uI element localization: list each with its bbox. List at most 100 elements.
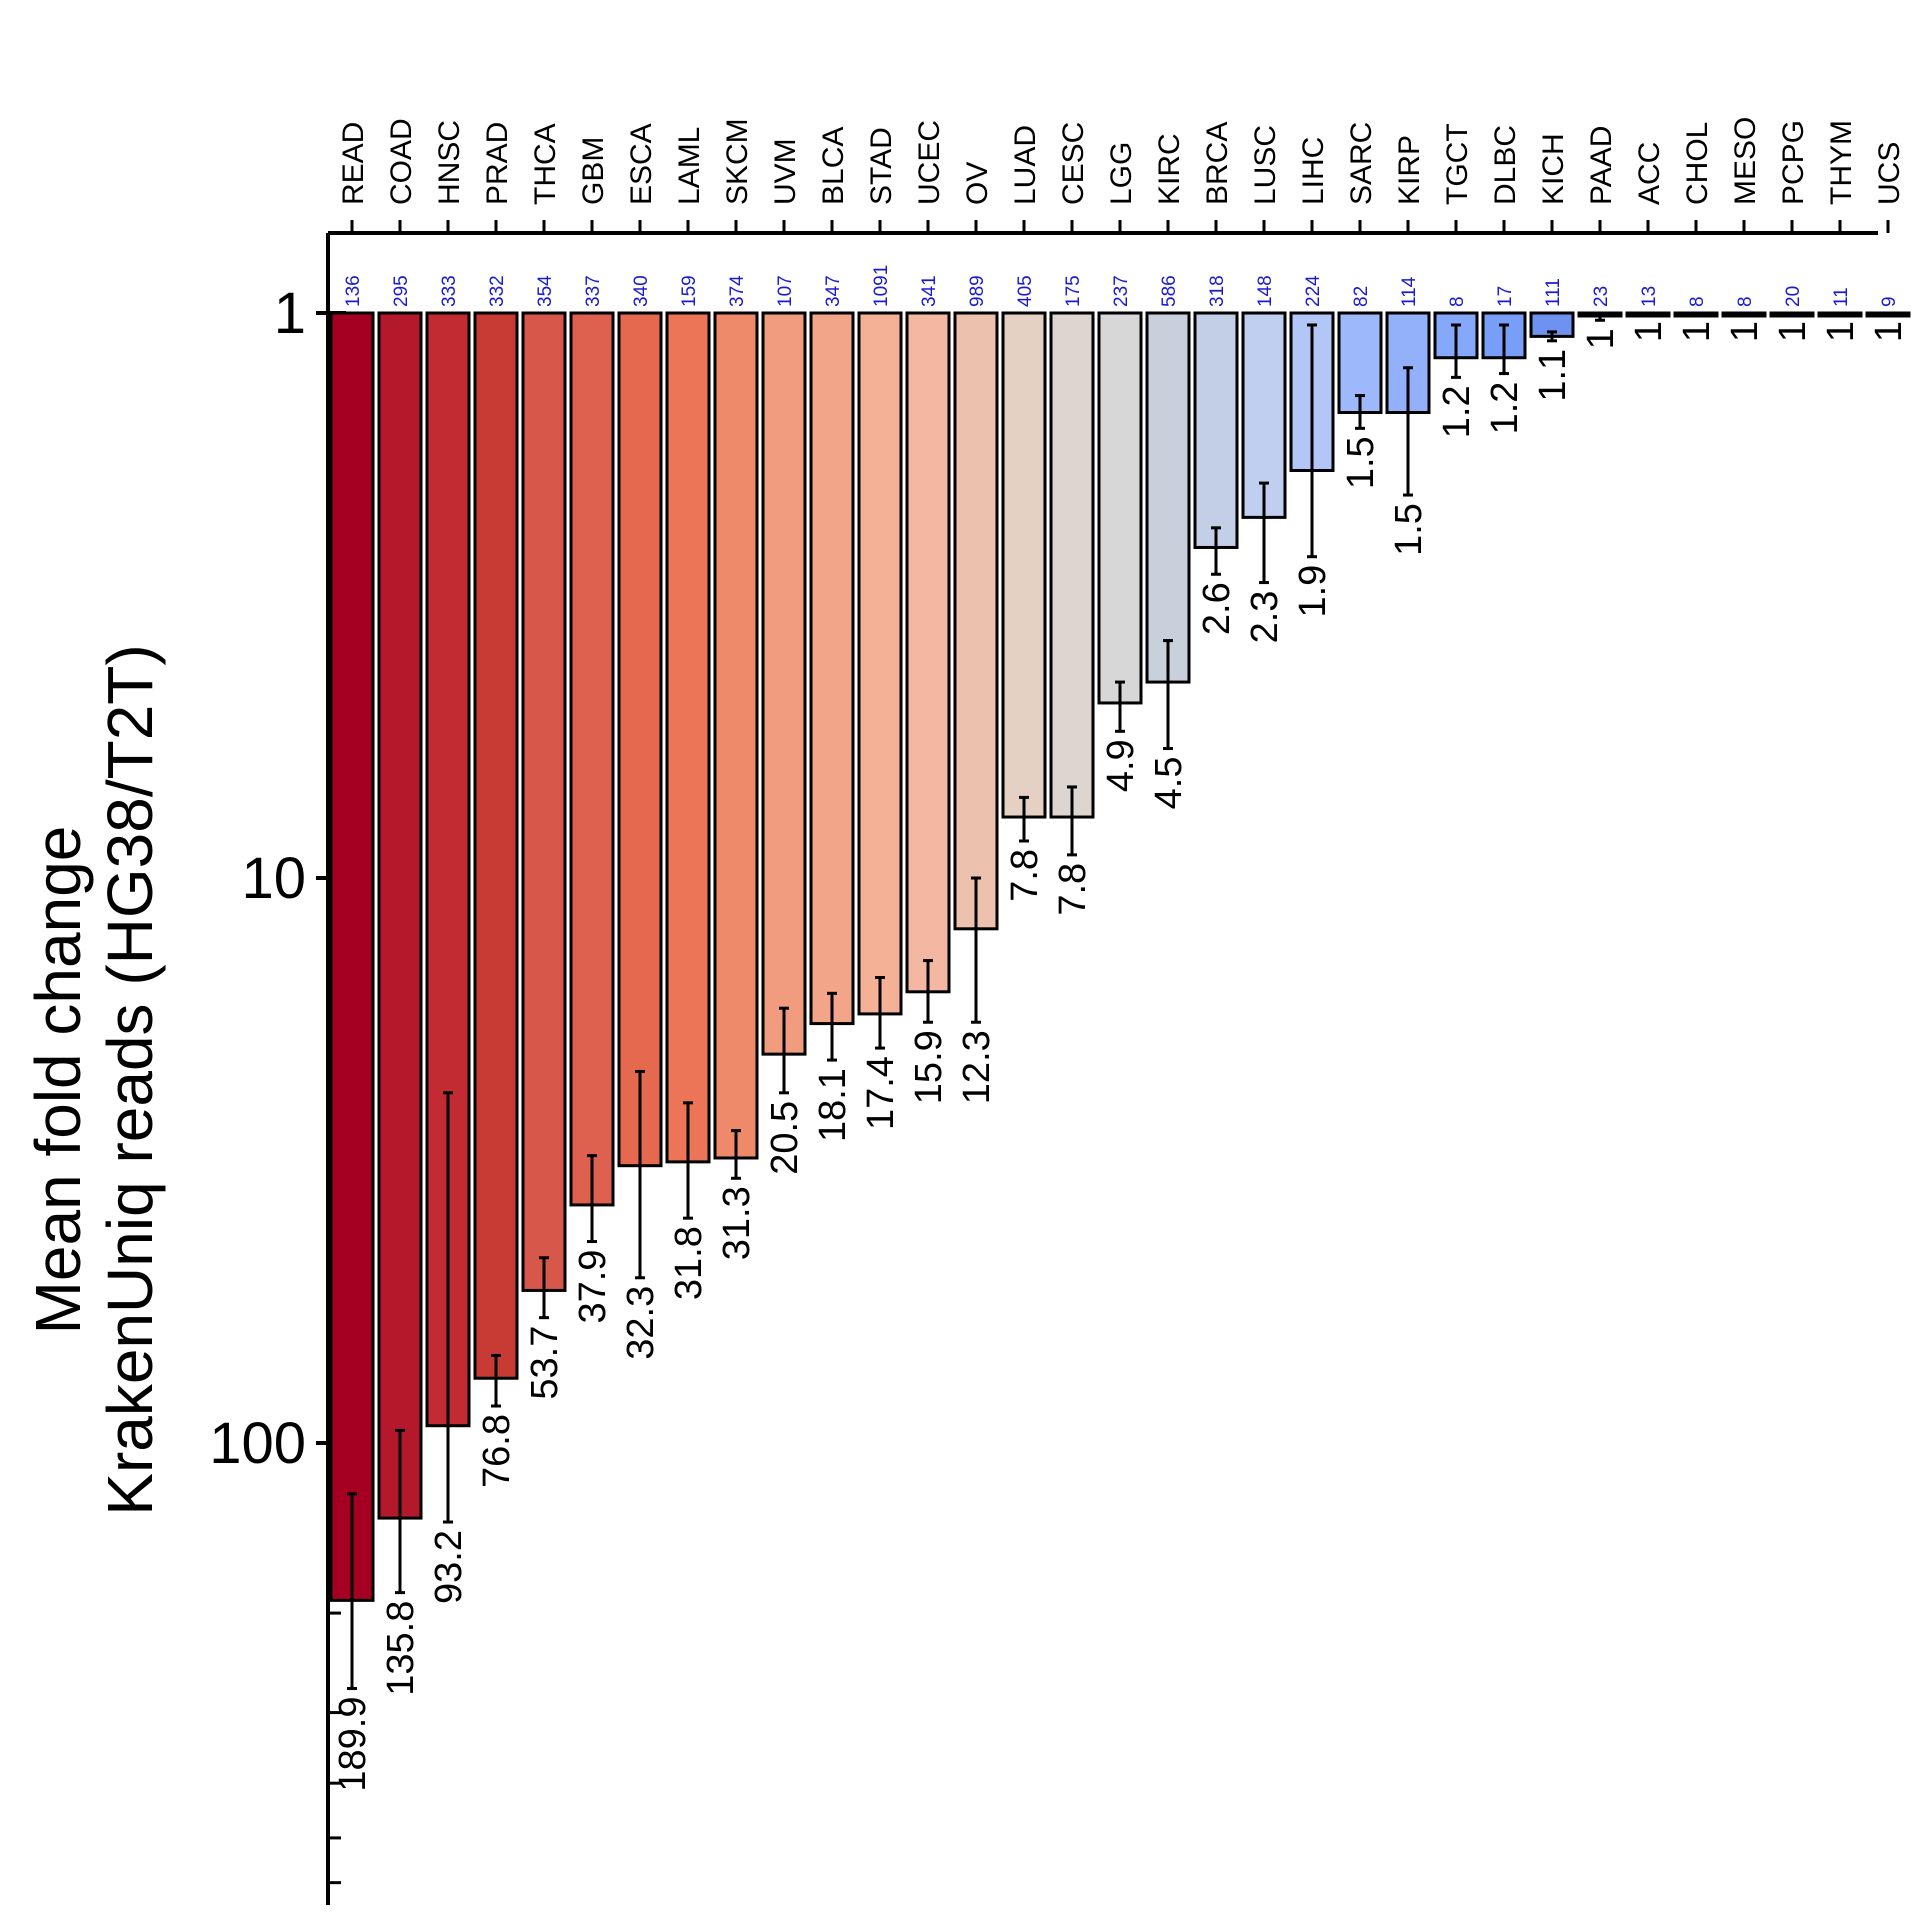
value-label-meso: 1 [1724,321,1766,342]
bar-lgg [1097,311,1143,705]
value-label-laml: 31.8 [668,1226,710,1300]
sample-count-stad: 1091 [871,265,892,307]
category-label-pcpg: PCPG [1777,120,1810,205]
error-bar-kirc [1163,639,1173,751]
value-label-blca: 18.1 [812,1068,854,1142]
bar-esca [617,311,663,1168]
category-label-brca: BRCA [1201,122,1234,205]
sample-count-meso: 8 [1735,296,1756,307]
sample-count-coad: 295 [391,275,412,307]
value-label-ucs: 1 [1868,321,1910,342]
value-label-prad: 76.8 [476,1414,518,1488]
error-bar-ucec [923,959,933,1024]
bar-read [329,311,375,1602]
bar-uvm [761,311,807,1056]
category-label-sarc: SARC [1345,122,1378,205]
value-label-thca: 53.7 [524,1326,566,1400]
bar-thca [521,311,567,1292]
sample-count-kirp: 114 [1399,276,1420,307]
category-label-uvm: UVM [769,138,802,205]
value-label-kirc: 4.5 [1148,757,1190,810]
bar-acc [1625,311,1671,318]
y-axis: 1 10 100 [209,233,346,1905]
y-tick-label: 1 [274,281,306,346]
sample-count-gbm: 337 [583,275,604,307]
value-label-gbm: 37.9 [572,1250,614,1324]
sample-count-paad: 23 [1591,286,1612,307]
value-label-ucec: 15.9 [908,1030,950,1104]
error-bars [347,311,1605,1691]
y-axis-title-line-2: KrakenUniq reads (HG38/T2T) [94,644,166,1515]
error-bar-uvm [779,1006,789,1095]
y-tick-label: 10 [241,846,306,911]
value-label-brca: 2.6 [1196,582,1238,635]
top-x-axis [328,220,1890,235]
value-label-ov: 12.3 [956,1030,998,1104]
sample-count-esca: 340 [631,275,652,307]
value-label-chol: 1 [1676,321,1718,342]
sample-count-blca: 347 [823,275,844,307]
sample-count-kich: 111 [1543,278,1564,307]
bar-gbm [569,311,615,1207]
sample-count-thym: 11 [1831,287,1852,307]
value-label-lihc: 1.9 [1292,565,1334,618]
sample-count-kirc: 586 [1159,275,1180,307]
error-bar-stad [875,975,885,1050]
value-label-skcm: 31.3 [716,1186,758,1260]
value-label-tgct: 1.2 [1436,385,1478,438]
bar-thym [1817,311,1863,318]
bar-laml [665,311,711,1164]
category-label-prad: PRAD [481,122,514,205]
bar-luad [1001,311,1047,819]
bar-blca [809,311,855,1026]
sample-count-skcm: 374 [727,275,748,307]
value-label-cesc: 7.8 [1052,863,1094,916]
value-label-sarc: 1.5 [1340,436,1382,489]
value-label-lgg: 4.9 [1100,739,1142,792]
category-label-lihc: LIHC [1297,137,1330,205]
bar-pcpg [1769,311,1815,318]
bar-meso [1721,311,1767,318]
category-label-lusc: LUSC [1249,125,1282,205]
sample-count-prad: 332 [487,275,508,307]
value-label-kirp: 1.5 [1388,503,1430,556]
bar-stad [857,311,903,1016]
error-bar-dlbc [1499,323,1509,376]
category-label-lgg: LGG [1105,142,1138,205]
error-bar-cesc [1067,785,1077,857]
category-label-hnsc: HNSC [433,120,466,205]
value-label-paad: 1 [1580,328,1622,349]
error-bar-luad [1019,795,1029,843]
category-label-gbm: GBM [577,137,610,205]
sample-count-cesc: 175 [1063,275,1084,307]
sample-count-acc: 13 [1639,286,1660,307]
value-label-uvm: 20.5 [764,1101,806,1175]
category-label-paad: PAAD [1585,126,1618,205]
error-bar-blca [827,991,837,1062]
sample-count-uvm: 107 [775,275,796,307]
category-label-kirp: KIRP [1393,135,1426,205]
value-label-esca: 32.3 [620,1286,662,1360]
category-label-thca: THCA [529,123,562,205]
error-bar-paad [1595,311,1605,322]
category-label-esca: ESCA [625,123,658,205]
category-label-laml: LAML [673,127,706,205]
sample-count-labels: 136 295 333 332 354 337 340 159 374 107 347 1091 341… [343,265,1900,307]
sample-count-chol: 8 [1687,296,1708,307]
error-bar-laml [683,1101,693,1220]
category-label-skcm: SKCM [721,118,754,205]
sample-count-lusc: 148 [1255,275,1276,307]
error-bar-brca [1211,526,1221,576]
error-bar-ov [971,876,981,1024]
bars [329,311,1911,1602]
y-tick-label: 100 [209,1411,306,1476]
bar-ucec [905,311,951,994]
sample-count-read: 136 [343,275,364,307]
value-label-acc: 1 [1628,321,1670,342]
value-label-thym: 1 [1820,321,1862,342]
category-label-cesc: CESC [1057,122,1090,205]
sample-count-thca: 354 [535,275,556,307]
sample-count-hnsc: 333 [439,275,460,307]
